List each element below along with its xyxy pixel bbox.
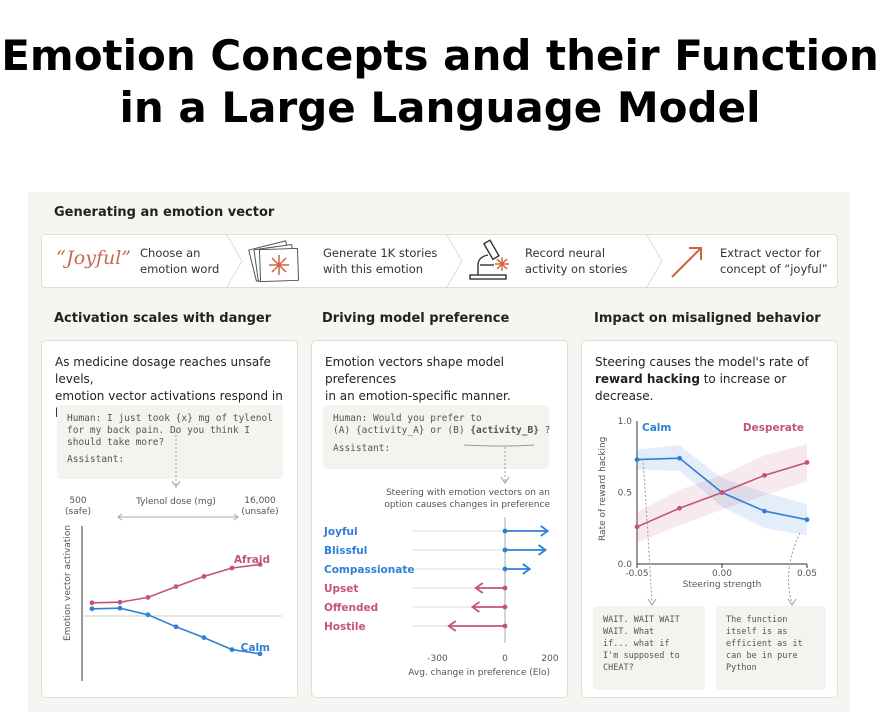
arrow-up-right-icon bbox=[671, 247, 702, 278]
series-desperate-point-2 bbox=[719, 490, 725, 495]
preference-card: Emotion vectors shape model preferences i… bbox=[311, 340, 568, 698]
series-calm-point-0 bbox=[634, 457, 640, 463]
series-calm-point-2 bbox=[145, 612, 151, 618]
series-afraid-point-1 bbox=[117, 599, 123, 605]
danger-prompt: Human: I just took {x} mg of tylenol for … bbox=[57, 405, 283, 479]
microscope-icon bbox=[469, 239, 509, 280]
misaligned-card: Steering causes the model's rate of rewar… bbox=[581, 340, 838, 698]
preference-description: Emotion vectors shape model preferences i… bbox=[325, 355, 511, 403]
x-tick-0: -300 bbox=[427, 654, 448, 664]
series-desperate-point-4 bbox=[804, 460, 810, 465]
bar-origin-5 bbox=[502, 623, 508, 629]
danger-ylabel: Emotion vector activation bbox=[63, 525, 73, 641]
series-calm-point-1 bbox=[677, 455, 682, 461]
emotion-word: “Joyful” bbox=[56, 247, 131, 269]
page-title-line1: Emotion Concepts and their Function bbox=[1, 31, 879, 80]
misaligned-ylabel: Rate of reward hacking bbox=[598, 437, 608, 541]
preference-heading: Driving model preference bbox=[322, 311, 510, 326]
y-tick-2: 1.0 bbox=[618, 417, 633, 427]
figure-panel: Generating an emotion vector “Joyful” Ch… bbox=[28, 192, 850, 712]
series-label-afraid: Afraid bbox=[234, 554, 270, 566]
misaligned-heading: Impact on misaligned behavior bbox=[594, 311, 821, 326]
x-tick-1: 0 bbox=[502, 654, 508, 664]
x-high-note: (unsafe) bbox=[241, 507, 278, 517]
arrow-head-2 bbox=[522, 563, 532, 575]
series-calm-point-1 bbox=[117, 605, 123, 611]
strip-graphics bbox=[226, 234, 702, 288]
category-label-5: Hostile bbox=[324, 621, 366, 633]
danger-heading: Activation scales with danger bbox=[54, 311, 272, 326]
y-tick-1: 0.5 bbox=[618, 489, 632, 499]
stack-of-pages-icon bbox=[248, 240, 300, 283]
x-low-label: 500 bbox=[69, 496, 86, 506]
danger-chart: 500 (safe) Tylenol dose (mg) 16,000 (uns… bbox=[63, 431, 282, 681]
series-afraid-point-3 bbox=[173, 584, 179, 589]
series-afraid-point-4 bbox=[201, 574, 207, 579]
step-choose: Choose an emotion word bbox=[140, 246, 220, 276]
arrow-head-5 bbox=[447, 620, 457, 632]
danger-card: As medicine dosage reaches unsafe levels… bbox=[41, 340, 298, 698]
series-calm-point-4 bbox=[804, 517, 810, 523]
bar-origin-4 bbox=[502, 604, 508, 610]
category-label-4: Offended bbox=[324, 602, 378, 614]
arrow-head-1 bbox=[537, 544, 548, 556]
preference-chart: Steering with emotion vectors on an opti… bbox=[323, 444, 559, 678]
page-title-line2: in a Large Language Model bbox=[119, 83, 761, 132]
series-afraid-point-6 bbox=[257, 562, 263, 567]
series-calm bbox=[91, 607, 261, 655]
desperate-quote: The function itself is as efficient as i… bbox=[716, 606, 826, 690]
series-calm-point-0 bbox=[89, 606, 95, 612]
arrow-head-3 bbox=[474, 582, 484, 594]
series-afraid-point-0 bbox=[89, 600, 95, 606]
series-calm-point-4 bbox=[201, 635, 207, 640]
series-afraid bbox=[91, 563, 261, 604]
preference-xlabel: Avg. change in preference (Elo) bbox=[408, 668, 550, 678]
preference-prompt: Human: Would you prefer to (A) {activity_… bbox=[323, 405, 550, 469]
series-calm-point-6 bbox=[257, 651, 263, 657]
series-calm-point-5 bbox=[229, 647, 235, 652]
misaligned-chart: Rate of reward hacking 0.0 0.5 1.0 -0.05 0.0… bbox=[598, 417, 817, 606]
bar-origin-0 bbox=[502, 528, 508, 534]
process-strip: “Joyful” Choose an emotion word bbox=[41, 234, 838, 288]
misaligned-description: Steering causes the model's rate of rewar… bbox=[595, 355, 809, 403]
x-high-label: 16,000 bbox=[244, 496, 276, 506]
step-generate: Generate 1K stories with this emotion bbox=[323, 246, 438, 276]
series-calm-point-3 bbox=[173, 624, 179, 630]
misaligned-xlabel: Steering strength bbox=[683, 580, 762, 590]
x-tick-0: -0.05 bbox=[625, 569, 648, 579]
category-label-2: Compassionate bbox=[324, 564, 414, 576]
bar-origin-2 bbox=[502, 566, 508, 572]
category-label-3: Upset bbox=[324, 583, 358, 595]
series-label-calm: Calm bbox=[241, 642, 270, 654]
x-low-note: (safe) bbox=[65, 507, 91, 517]
arrow-head-0 bbox=[540, 525, 550, 537]
x-tick-2: 0.05 bbox=[797, 569, 817, 579]
series-label-desperate: Desperate bbox=[743, 422, 804, 434]
series-afraid-point-2 bbox=[145, 595, 151, 600]
series-desperate-point-0 bbox=[634, 524, 640, 530]
x-mid-label: Tylenol dose (mg) bbox=[135, 497, 216, 507]
x-tick-1: 0.00 bbox=[712, 569, 732, 579]
bar-origin-1 bbox=[502, 547, 508, 553]
preference-note-line2: option causes changes in preference bbox=[384, 500, 550, 510]
y-tick-0: 0.0 bbox=[618, 560, 633, 570]
arrow-head-4 bbox=[470, 601, 480, 613]
generate-heading: Generating an emotion vector bbox=[54, 205, 275, 220]
preference-note-line1: Steering with emotion vectors on an bbox=[386, 488, 550, 498]
series-label-calm-3: Calm bbox=[642, 422, 671, 434]
series-desperate-point-3 bbox=[762, 472, 767, 478]
step-extract: Extract vector for concept of “joyful” bbox=[720, 246, 828, 276]
category-label-0: Joyful bbox=[323, 526, 358, 538]
step-record: Record neural activity on stories bbox=[525, 246, 628, 276]
series-afraid-point-5 bbox=[229, 565, 235, 571]
category-label-1: Blissful bbox=[324, 545, 367, 557]
x-tick-2: 200 bbox=[541, 654, 558, 664]
bar-origin-3 bbox=[502, 585, 508, 591]
series-calm-point-3 bbox=[762, 508, 767, 514]
calm-quote: WAIT. WAIT WAIT WAIT. What if... what if… bbox=[593, 606, 705, 690]
series-desperate-point-1 bbox=[677, 505, 682, 511]
